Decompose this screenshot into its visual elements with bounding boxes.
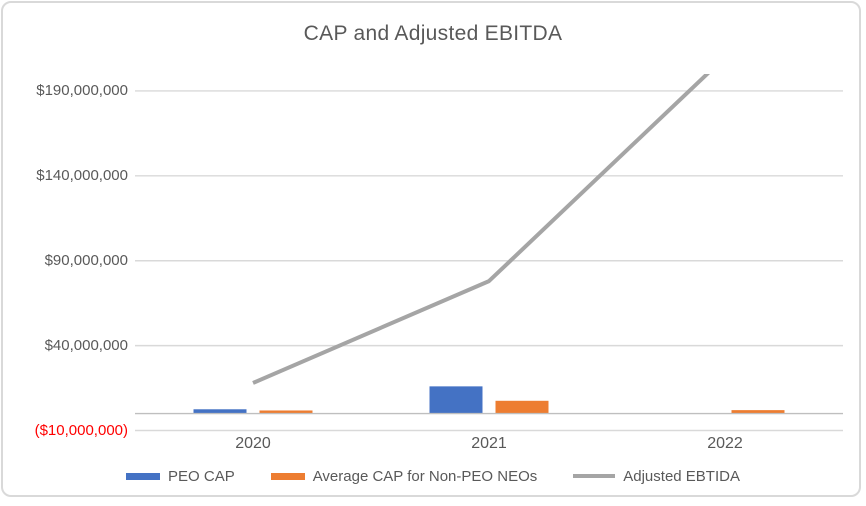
chart-legend: PEO CAP Average CAP for Non-PEO NEOs Adjus… (0, 462, 866, 490)
legend-swatch-bar (126, 472, 161, 480)
legend-label: PEO CAP (168, 467, 235, 485)
y-axis-tick-label: $140,000,000 (36, 166, 128, 184)
bar-average-cap-for-non-peo-neos-2021 (495, 400, 549, 414)
chart-frame[interactable] (1, 1, 861, 497)
y-axis-tick-label: $40,000,000 (44, 336, 128, 354)
legend-item-average-cap-for-non-peo-neos: Average CAP for Non-PEO NEOs (270, 467, 538, 485)
legend-label: Average CAP for Non-PEO NEOs (312, 467, 538, 485)
legend-swatch-line (573, 474, 616, 478)
y-axis-tick-label: $90,000,000 (44, 251, 128, 269)
legend-label: Adjusted EBTIDA (623, 467, 740, 485)
chart-title: CAP and Adjusted EBITDA (303, 22, 563, 45)
legend-item-peo-cap: PEO CAP (126, 468, 235, 485)
legend-item-adjusted-ebtida: Adjusted EBTIDA (573, 468, 740, 485)
line-adjusted-ebtida (252, 74, 711, 385)
bar-average-cap-for-non-peo-neos-2020 (259, 410, 313, 414)
legend-swatch-bar (270, 472, 305, 480)
x-axis-category-label-2022: 2022 (707, 434, 743, 452)
bar-peo-cap-2021 (429, 386, 483, 414)
y-axis-tick-label: $190,000,000 (36, 81, 128, 99)
bar-average-cap-for-non-peo-neos-2022 (731, 410, 785, 414)
plot-area (135, 74, 843, 432)
x-axis-category-label-2020: 2020 (235, 434, 271, 452)
bar-peo-cap-2020 (193, 409, 247, 414)
y-axis-tick-label: ($10,000,000) (34, 421, 128, 439)
x-axis-category-label-2021: 2021 (471, 434, 507, 452)
